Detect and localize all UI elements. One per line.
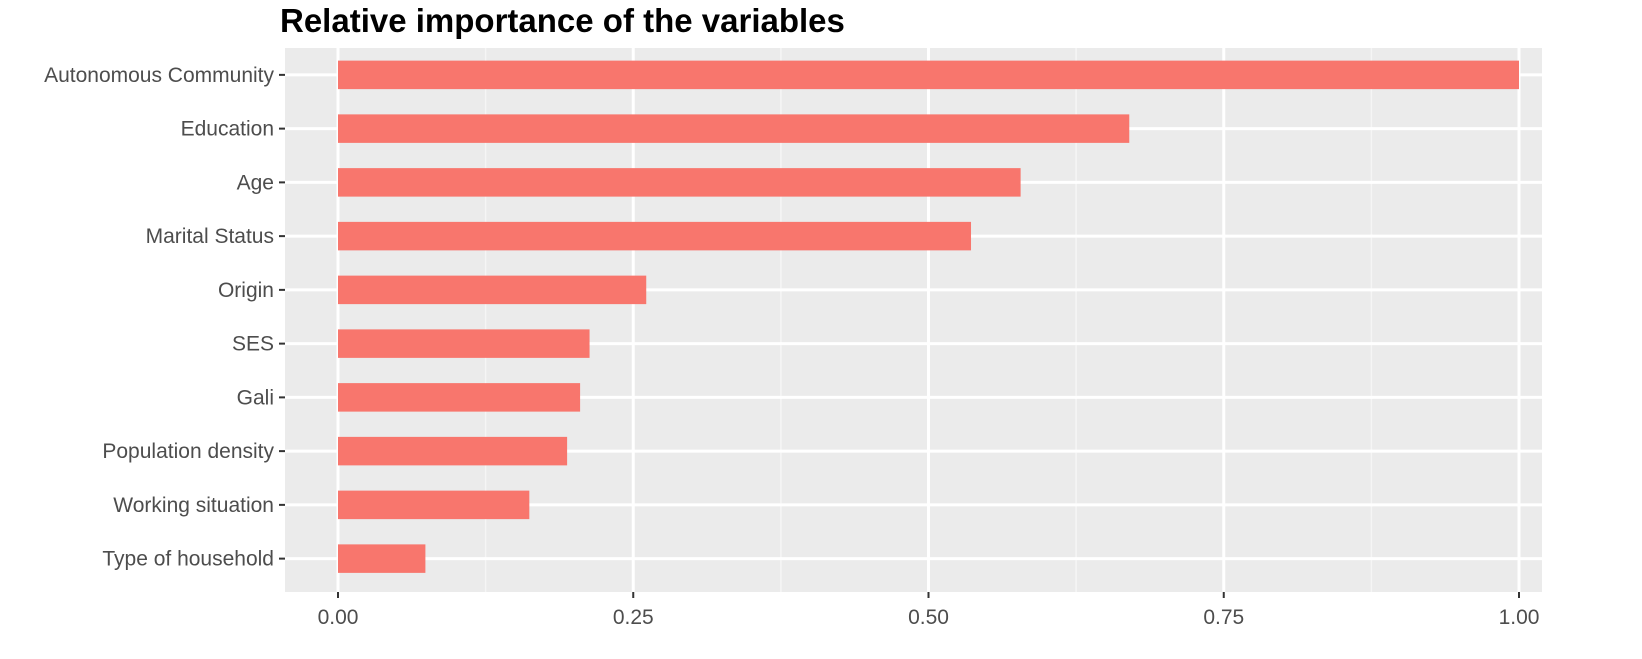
x-tick-label: 0.50 bbox=[908, 606, 949, 629]
bar bbox=[338, 168, 1021, 197]
y-tick-label: Type of household bbox=[102, 548, 274, 571]
bar bbox=[338, 436, 568, 466]
bars bbox=[338, 60, 1519, 573]
bar bbox=[338, 490, 530, 520]
chart-title: Relative importance of the variables bbox=[280, 2, 845, 39]
y-tick-label: Origin bbox=[218, 279, 274, 302]
x-tick-label: 0.75 bbox=[1203, 606, 1244, 629]
y-axis: Autonomous Community Education Age Marital … bbox=[44, 64, 285, 571]
y-tick-label: SES bbox=[232, 333, 274, 356]
bar bbox=[338, 275, 647, 305]
y-tick-label: Population density bbox=[102, 440, 274, 463]
y-tick-label: Gali bbox=[237, 386, 274, 409]
bar bbox=[338, 544, 426, 573]
y-tick-label: Autonomous Community bbox=[44, 64, 274, 87]
bar bbox=[338, 114, 1130, 143]
y-tick-label: Education bbox=[181, 118, 274, 141]
bar bbox=[338, 60, 1519, 90]
x-tick-label: 1.00 bbox=[1499, 606, 1540, 629]
x-tick-label: 0.25 bbox=[613, 606, 654, 629]
y-tick-label: Age bbox=[237, 171, 274, 194]
bar bbox=[338, 221, 972, 251]
x-tick-label: 0.00 bbox=[318, 606, 359, 629]
bar bbox=[338, 329, 590, 358]
y-tick-label: Marital Status bbox=[146, 225, 274, 248]
y-tick-label: Working situation bbox=[113, 494, 274, 517]
bar bbox=[338, 383, 581, 412]
x-axis: 0.00 0.25 0.50 0.75 1.00 bbox=[318, 592, 1540, 629]
